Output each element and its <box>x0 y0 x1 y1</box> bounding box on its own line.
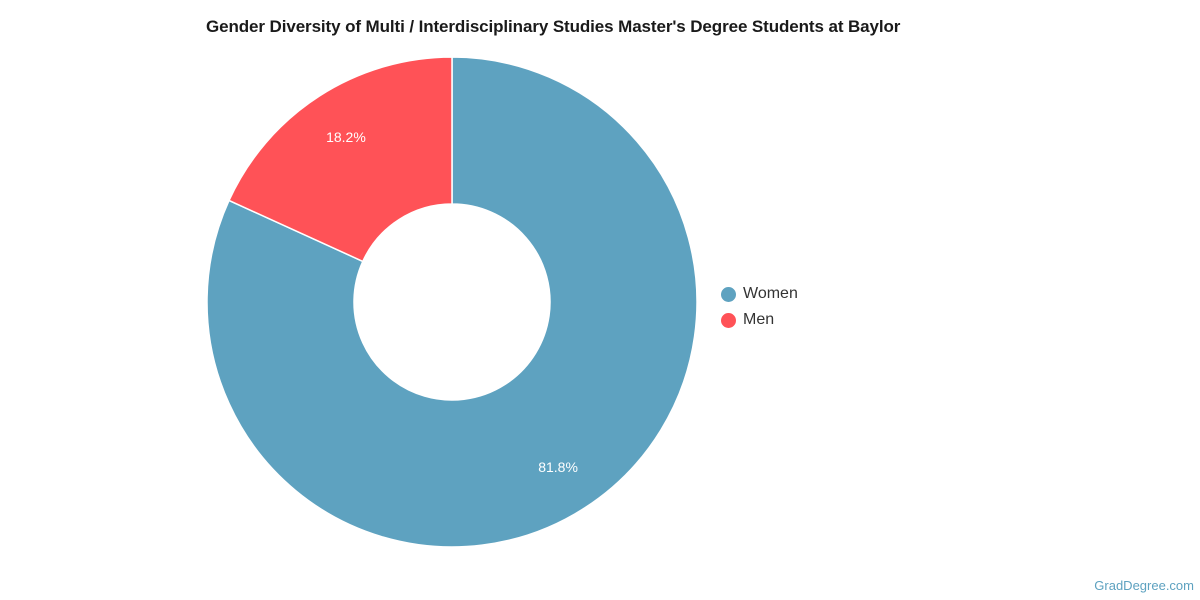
slice-women[interactable] <box>206 56 698 548</box>
chart-legend: Women Men <box>721 281 798 333</box>
legend-item-men[interactable]: Men <box>721 307 798 333</box>
legend-swatch-women <box>721 286 736 302</box>
slice-label-men: 18.2% <box>326 129 366 145</box>
legend-label-men: Men <box>743 311 775 328</box>
chart-title: Gender Diversity of Multi / Interdiscipl… <box>206 17 901 36</box>
slice-men[interactable] <box>228 56 453 263</box>
legend-label-women: Women <box>743 285 798 302</box>
slice-label-women: 81.8% <box>538 459 578 475</box>
legend-item-women[interactable]: Women <box>721 281 798 307</box>
legend-swatch-men <box>721 312 736 328</box>
watermark: GradDegree.com <box>1094 578 1194 593</box>
